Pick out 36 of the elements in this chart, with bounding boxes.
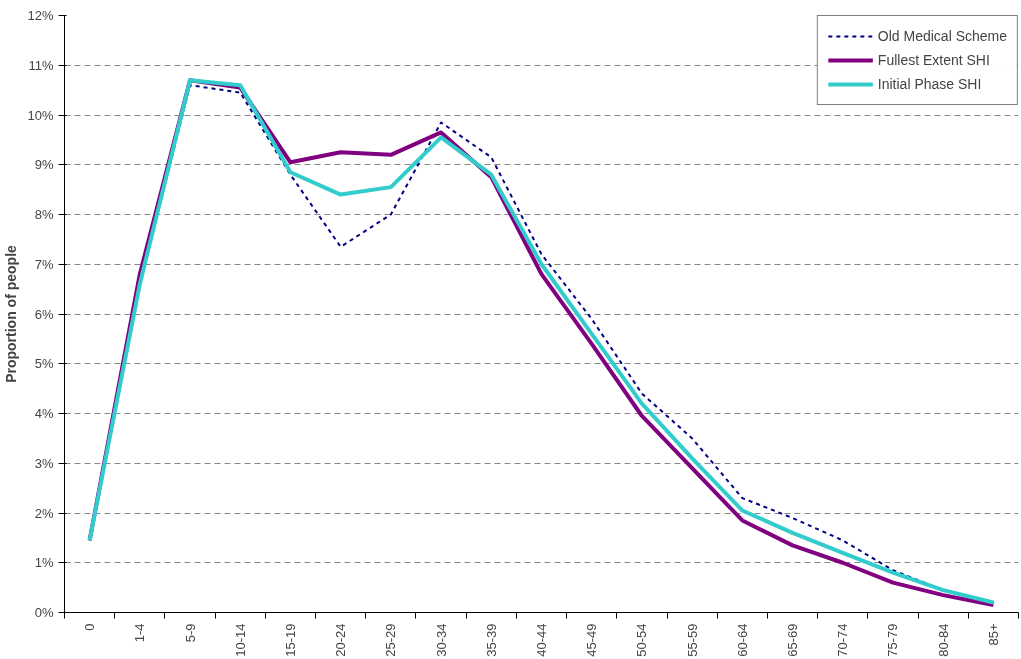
y-tick-label: 8% <box>34 207 54 222</box>
x-tick-label: 60-64 <box>734 623 750 657</box>
x-tick-label: 0 <box>82 623 98 631</box>
legend-label: Initial Phase SHI <box>877 76 982 92</box>
x-tick-label: 50-54 <box>634 623 650 657</box>
y-axis-title: Proportion of people <box>3 244 20 383</box>
y-tick-label: 4% <box>34 406 54 421</box>
x-tick-label: 35-39 <box>483 623 499 657</box>
x-tick-label: 80-84 <box>935 623 951 657</box>
legend-label: Fullest Extent SHI <box>877 52 990 68</box>
x-tick-label: 30-34 <box>433 623 449 657</box>
x-tick-label: 5-9 <box>182 623 198 643</box>
y-tick-label: 1% <box>34 555 54 571</box>
x-tick-label: 40-44 <box>534 623 549 657</box>
y-tick-label: 3% <box>34 455 54 471</box>
x-tick-label: 45-49 <box>584 623 600 657</box>
y-tick-label: 9% <box>34 157 54 173</box>
y-tick-label: 5% <box>34 356 54 372</box>
x-tick-label: 1-4 <box>132 623 148 643</box>
legend-label: Old Medical Scheme <box>877 28 1007 44</box>
x-tick-label: 20-24 <box>333 623 349 657</box>
y-tick-label: 2% <box>34 505 54 521</box>
x-tick-label: 55-59 <box>684 623 700 657</box>
y-tick-label: 11% <box>28 57 54 73</box>
y-tick-label: 10% <box>27 107 54 123</box>
y-tick-label: 6% <box>34 306 54 322</box>
x-tick-label: 15-19 <box>282 623 298 657</box>
y-tick-label: 12% <box>27 8 54 23</box>
x-tick-label: 75-79 <box>885 623 901 657</box>
x-tick-label: 65-69 <box>785 623 801 657</box>
y-tick-label: 7% <box>34 256 54 272</box>
x-tick-label: 10-14 <box>232 623 248 657</box>
x-tick-label: 85+ <box>985 623 1001 646</box>
y-tick-label: 0% <box>34 605 54 620</box>
x-tick-label: 25-29 <box>383 623 399 657</box>
x-tick-label: 70-74 <box>835 623 851 657</box>
